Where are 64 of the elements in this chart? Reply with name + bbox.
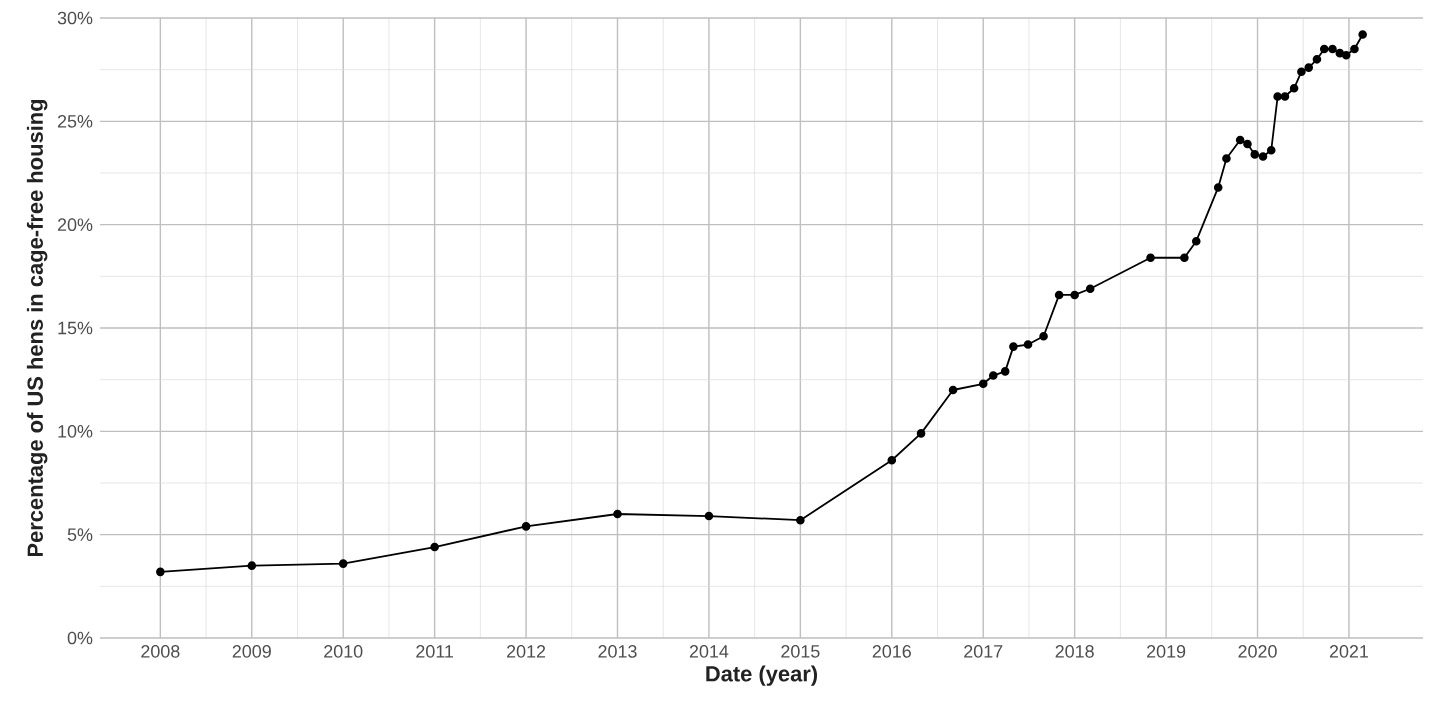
y-axis-title: Percentage of US hens in cage-free housing	[26, 99, 48, 557]
point	[1328, 44, 1337, 54]
point	[1266, 145, 1276, 155]
point	[988, 371, 998, 380]
point	[1297, 67, 1306, 77]
x-tick-label: 2020	[1238, 645, 1277, 658]
point	[1054, 290, 1064, 300]
x-tick-label: 2010	[324, 645, 363, 658]
y-tick-label: 25%	[57, 114, 93, 128]
point	[1273, 92, 1282, 101]
point	[1243, 139, 1252, 149]
point	[1009, 342, 1018, 351]
point	[1191, 236, 1201, 246]
point	[1085, 284, 1095, 294]
point	[887, 455, 897, 465]
point	[916, 429, 926, 438]
x-tick-label: 2015	[781, 645, 820, 658]
point	[1213, 183, 1223, 192]
point	[1235, 135, 1245, 145]
x-axis-title: Date (year)	[706, 665, 818, 686]
x-tick-label: 2019	[1147, 645, 1186, 658]
y-tick-label: 20%	[57, 218, 93, 232]
point	[796, 515, 805, 525]
y-tick-label: 30%	[57, 11, 93, 25]
point	[1146, 253, 1155, 263]
point	[1258, 152, 1268, 161]
y-tick-label: 5%	[67, 528, 93, 541]
point	[1250, 150, 1260, 159]
point	[1341, 50, 1351, 60]
x-tick-label: 2018	[1055, 645, 1094, 658]
point	[1350, 44, 1359, 54]
point	[1280, 92, 1290, 101]
y-tick-label: 15%	[58, 321, 93, 335]
x-tick-label: 2016	[872, 645, 911, 658]
point	[156, 567, 165, 577]
point	[1023, 340, 1033, 349]
y-tick-label: 0%	[67, 631, 93, 645]
point	[613, 509, 622, 519]
point	[704, 511, 714, 521]
x-tick-label: 2008	[141, 645, 180, 658]
point	[1070, 290, 1079, 300]
x-tick-label: 2017	[964, 645, 1003, 658]
x-tick-label: 2013	[598, 645, 637, 658]
point	[1180, 253, 1189, 263]
point	[978, 379, 988, 389]
x-tick-label: 2012	[507, 645, 546, 658]
point	[948, 385, 958, 395]
y-tick-label: 10%	[58, 424, 93, 438]
x-tick-label: 2011	[416, 645, 454, 658]
x-tick-label: 2021	[1329, 645, 1369, 658]
point	[1312, 55, 1322, 64]
point	[338, 559, 348, 568]
point	[1289, 83, 1299, 93]
point	[430, 542, 439, 552]
point	[247, 561, 257, 570]
x-tick-label: 2009	[232, 645, 271, 658]
x-tick-label: 2014	[689, 645, 729, 658]
point	[1222, 154, 1231, 163]
point	[521, 522, 531, 531]
point	[1039, 331, 1048, 341]
point	[1304, 63, 1314, 72]
point	[1358, 30, 1367, 39]
point	[1000, 367, 1010, 376]
point	[1319, 44, 1329, 54]
